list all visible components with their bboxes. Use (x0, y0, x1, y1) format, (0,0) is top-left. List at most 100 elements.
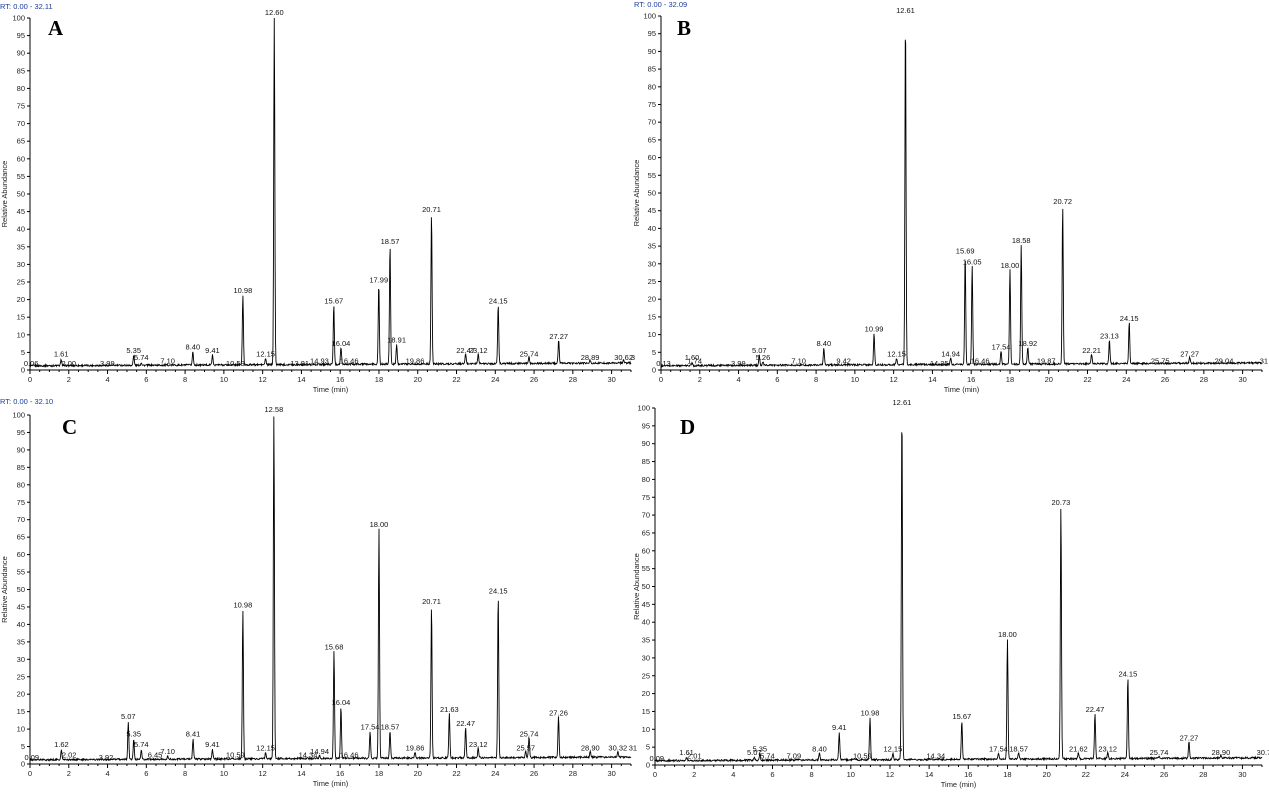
peak-label: 1.60 (685, 353, 700, 362)
peak-label: 19.86 (406, 356, 425, 365)
peak-label: 27.27 (1180, 349, 1199, 358)
peak-label: 24.15 (1118, 669, 1137, 678)
peak-label: 23.12 (469, 346, 488, 355)
peak-label: 18.92 (1018, 339, 1037, 348)
x-tick-label: 16 (336, 769, 344, 778)
y-tick-label: 45 (642, 600, 650, 609)
y-tick-label: 20 (17, 295, 25, 304)
y-tick-label: 85 (648, 65, 656, 74)
x-tick-label: 26 (530, 375, 538, 384)
peak-label: 9.41 (205, 740, 220, 749)
chromatogram-trace (29, 416, 632, 762)
y-tick-label: 35 (642, 636, 650, 645)
peak-label: 23.12 (469, 740, 488, 749)
x-axis-title: Time (min) (944, 385, 980, 394)
y-tick-label: 65 (642, 528, 650, 537)
peak-label: 5.35 (126, 730, 141, 739)
y-tick-label: 30 (642, 653, 650, 662)
y-axis-title: Relative Abundance (0, 161, 9, 228)
peak-label: 25.57 (516, 744, 535, 753)
x-tick-label: 0 (28, 375, 32, 384)
chromatogram-panel-b: BRT: 0.00 - 32.0905101520253035404550556… (632, 0, 1268, 394)
y-tick-label: 5 (646, 743, 650, 752)
peak-label: 5.26 (756, 353, 771, 362)
peak-label: 18.57 (381, 723, 400, 732)
y-tick-label: 70 (648, 118, 656, 127)
peak-label: 2.01 (687, 751, 702, 760)
peak-label: 7.10 (160, 356, 175, 365)
x-tick-label: 22 (452, 769, 460, 778)
peak-label: 8.40 (812, 744, 827, 753)
y-tick-label: 65 (17, 533, 25, 542)
x-tick-label: 4 (736, 375, 740, 384)
y-tick-label: 15 (648, 312, 656, 321)
y-tick-label: 10 (642, 725, 650, 734)
y-tick-label: 40 (17, 620, 25, 629)
peak-label: 22.47 (1086, 705, 1105, 714)
peak-label: 21.62 (1069, 744, 1088, 753)
peak-label: 25.74 (1150, 748, 1169, 757)
peak-label: 0.13 (656, 359, 671, 368)
y-tick-label: 25 (17, 672, 25, 681)
y-tick-label: 50 (642, 582, 650, 591)
peak-label: 15.68 (325, 642, 344, 651)
peak-label: 16.46 (340, 751, 359, 760)
x-tick-label: 0 (28, 769, 32, 778)
panel-label: A (48, 16, 64, 40)
peak-label: 22.21 (1082, 346, 1101, 355)
y-tick-label: 30 (648, 259, 656, 268)
x-tick-label: 8 (183, 375, 187, 384)
peak-label: 10.98 (233, 600, 252, 609)
x-tick-label: 30 (1238, 375, 1246, 384)
peak-label: 31 (1260, 356, 1268, 365)
peak-label: 3.99 (731, 359, 746, 368)
peak-label: 5.74 (134, 740, 149, 749)
peak-label: 5.74 (134, 353, 149, 362)
peak-label: 24.15 (489, 297, 508, 306)
x-tick-label: 28 (569, 769, 577, 778)
x-tick-label: 14 (928, 375, 936, 384)
y-tick-label: 40 (648, 224, 656, 233)
peak-label: 5.35 (752, 744, 767, 753)
x-tick-label: 8 (814, 375, 818, 384)
peak-label: 8.41 (186, 730, 201, 739)
peak-label: 7.10 (791, 356, 806, 365)
x-tick-label: 4 (105, 375, 109, 384)
y-tick-label: 70 (17, 119, 25, 128)
peak-label: 12.15 (256, 349, 275, 358)
y-tick-label: 15 (642, 707, 650, 716)
y-tick-label: 60 (17, 550, 25, 559)
peak-label: 5.07 (752, 346, 767, 355)
peak-label: 12.61 (896, 6, 915, 15)
y-axis-title: Relative Abundance (632, 160, 641, 227)
y-tick-label: 35 (17, 242, 25, 251)
x-tick-label: 4 (731, 770, 735, 779)
panel-label: D (680, 415, 695, 439)
chromatogram-panel-c: CRT: 0.00 - 32.1005101520253035404550556… (0, 397, 637, 788)
x-tick-label: 8 (810, 770, 814, 779)
x-tick-label: 6 (775, 375, 779, 384)
y-tick-label: 20 (648, 295, 656, 304)
y-tick-label: 30 (17, 655, 25, 664)
peak-label: 24.15 (489, 586, 508, 595)
y-tick-label: 20 (642, 689, 650, 698)
peak-label: 30.32 (608, 744, 627, 753)
peak-label: 25.74 (520, 349, 539, 358)
y-tick-label: 45 (648, 206, 656, 215)
y-axis-title: Relative Abundance (632, 553, 641, 620)
peak-label: 22.47 (456, 719, 475, 728)
peak-label: 12.61 (893, 398, 912, 407)
x-tick-label: 16 (336, 375, 344, 384)
peak-label: 8.40 (186, 342, 201, 351)
peak-label: 30.7 (1257, 748, 1269, 757)
peak-label: 5.07 (121, 712, 136, 721)
peak-label: 21.63 (440, 705, 459, 714)
x-tick-label: 30 (1238, 770, 1246, 779)
peak-label: 1.74 (687, 356, 702, 365)
peak-label: 15.67 (324, 297, 343, 306)
y-tick-label: 80 (17, 480, 25, 489)
peak-label: 10.99 (865, 325, 884, 334)
chromatogram-trace (660, 39, 1263, 368)
y-tick-label: 75 (648, 100, 656, 109)
peak-label: 17.99 (369, 276, 388, 285)
